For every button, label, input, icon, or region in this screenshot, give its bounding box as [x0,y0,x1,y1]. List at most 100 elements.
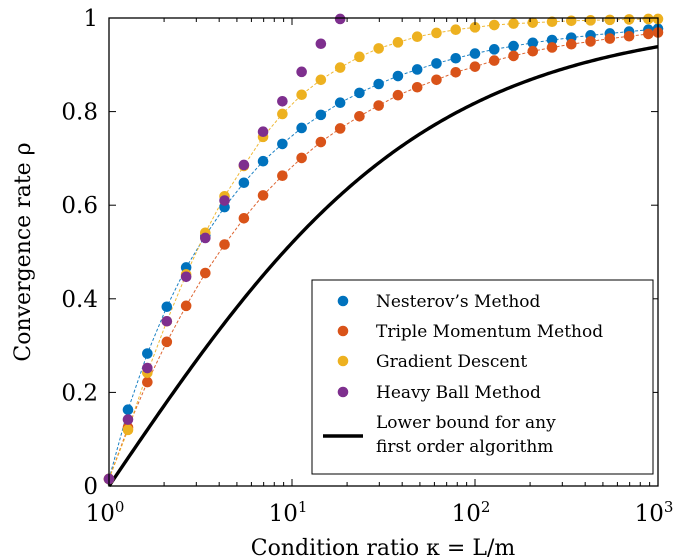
legend-label-2: Gradient Descent [376,352,527,372]
point-s2-22 [527,17,539,28]
x-tick-base: 10 [635,501,664,527]
point-s3-8 [257,126,269,138]
point-s3-9 [277,96,288,107]
y-tick-label: 0.6 [61,193,98,219]
point-s1-11 [315,136,327,148]
point-s0-8 [257,155,269,167]
point-s2-10 [296,89,307,101]
legend-marker-2 [337,355,349,367]
x-tick-base: 10 [86,501,115,527]
point-s2-20 [488,19,500,31]
lower-bound-curve [107,45,659,487]
point-s1-17 [431,74,442,86]
point-s2-1 [122,424,134,436]
point-s0-17 [431,58,442,69]
x-tick-exponent: 1 [298,498,308,516]
point-s1-12 [334,123,346,134]
point-s0-7 [238,177,250,189]
point-s2-24 [566,15,577,27]
legend-label-0: Nesterov’s Method [376,292,541,312]
point-s1-25 [585,36,596,47]
point-s2-25 [585,15,596,26]
point-s1-13 [354,110,365,122]
point-s1-3 [161,336,173,348]
y-tick-label: 1 [83,6,98,32]
point-s0-16 [411,64,423,75]
legend: Nesterov’s Method Triple Momentum Method G… [311,279,654,475]
point-s0-19 [469,48,481,59]
point-s0-2 [142,348,153,359]
point-s2-11 [315,74,327,86]
legend-label-4-line2: first order algorithm [376,437,553,457]
point-s0-3 [161,301,173,313]
point-s3-12 [334,13,346,25]
point-s2-16 [411,31,423,43]
point-s1-23 [546,42,558,53]
x-tick-label: 103 [635,498,674,527]
x-tick-exponent: 2 [481,498,491,516]
point-s2-14 [373,43,384,54]
legend-marker-1 [337,325,349,337]
point-s1-22 [527,45,539,57]
point-s1-14 [373,100,384,111]
x-tick-base: 10 [269,501,298,527]
y-tick-label: 0 [83,474,98,500]
legend-label-3: Heavy Ball Method [376,383,541,403]
x-tick-label: 102 [452,498,491,527]
point-s0-9 [277,138,288,150]
point-s3-4 [180,271,192,283]
point-s0-13 [354,87,365,99]
point-s1-16 [411,81,423,93]
legend-label-1: Triple Momentum Method [376,322,603,342]
point-s0-18 [450,52,462,64]
point-s1-2 [142,376,153,388]
point-s2-17 [431,27,442,39]
point-s1-19 [469,61,481,72]
x-tick-label: 100 [86,498,125,527]
x-axis-label: Condition ratio κ = L/m [251,536,516,560]
point-s1-20 [488,55,500,66]
point-s1-28 [643,28,654,40]
point-s0-11 [315,109,327,121]
point-s2-13 [354,51,365,63]
y-tick-label: 0.2 [61,380,98,406]
point-s2-26 [604,14,616,26]
point-s3-1 [122,414,134,425]
point-s1-15 [392,89,404,101]
point-s2-12 [334,62,346,73]
x-tick-label: 101 [269,498,308,527]
point-s1-4 [180,300,192,312]
point-s0-1 [122,404,134,416]
point-s2-19 [469,22,481,33]
legend-label-4-line1: Lower bound for any [376,413,556,433]
point-s3-7 [238,159,250,171]
point-s2-9 [277,108,288,120]
point-s3-2 [142,362,153,374]
point-s1-21 [508,50,519,62]
plot-frame [108,17,659,487]
y-tick-label: 0.8 [61,100,98,126]
y-tick-label: 0.4 [61,287,98,313]
point-s2-18 [450,24,462,35]
y-axis-label: Convergence rate ρ [11,142,36,361]
point-s1-10 [296,152,307,164]
point-s2-23 [546,16,558,28]
point-s0-12 [334,97,346,109]
plot-area [103,13,664,487]
point-s3-5 [200,232,211,244]
x-tick-exponent: 3 [664,498,674,516]
point-s0-14 [373,78,384,90]
point-s1-26 [604,33,616,44]
legend-marker-0 [337,295,349,307]
point-s0-22 [527,37,539,49]
point-s1-5 [200,267,211,279]
point-s2-21 [508,18,519,29]
point-s2-15 [392,37,404,48]
point-s2-27 [623,14,635,25]
point-s1-27 [623,30,635,42]
point-s2-28 [643,13,654,25]
legend-marker-3 [337,386,349,398]
point-s1-9 [277,170,288,182]
point-s1-24 [566,38,577,50]
